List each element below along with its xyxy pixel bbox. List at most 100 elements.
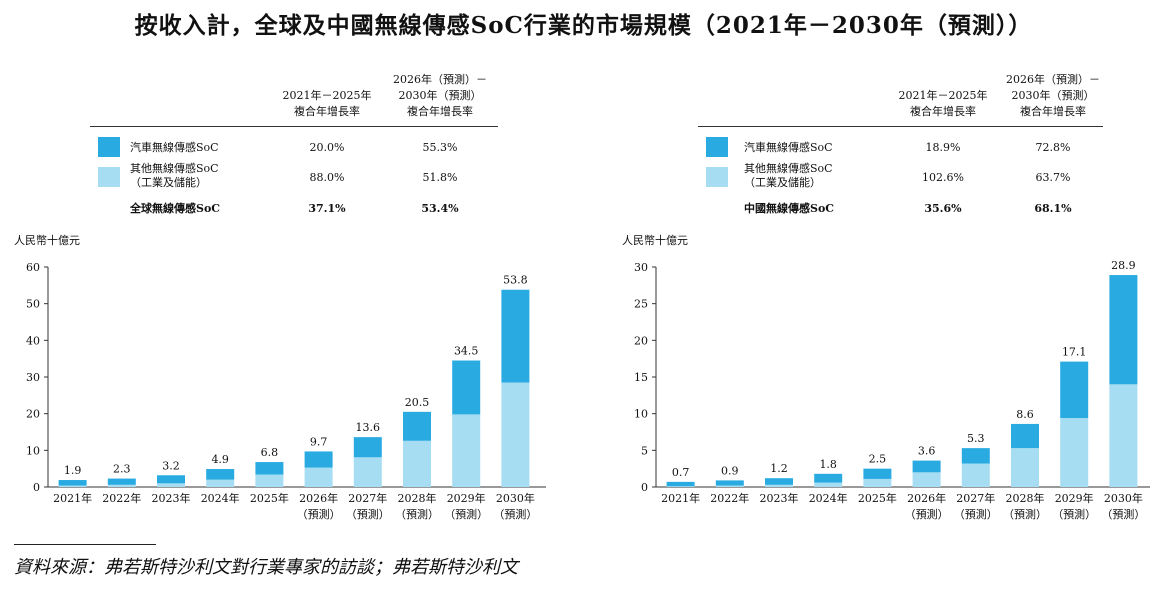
header-line: 2030年（預測）: [398, 89, 482, 102]
x-tick-sublabel: （預測）: [1052, 507, 1096, 521]
x-tick-sublabel: （預測）: [444, 507, 488, 521]
header-line: 2021年－2025年: [898, 89, 988, 102]
cagr-auto-2026: 55.3%: [422, 141, 458, 154]
table-rule: [698, 126, 1103, 127]
row-label-other: 其他無線傳感SoC （工業及儲能）: [744, 162, 833, 190]
y-tick-label: 30: [634, 261, 648, 274]
row-label-auto: 汽車無線傳感SoC: [744, 141, 833, 154]
bar-segment-auto: [107, 478, 136, 485]
bar-segment-auto: [1011, 423, 1039, 449]
total-label: 9.7: [310, 435, 328, 448]
bar-segment-auto: [452, 360, 481, 415]
page-title: 按收入計，全球及中國無線傳感SoC行業的市場規模（2021年－2030年（預測）…: [134, 12, 1033, 39]
total-label: 1.9: [64, 464, 82, 477]
row-label-line: 其他無線傳感SoC: [744, 162, 833, 175]
bar-segment-auto: [715, 480, 744, 486]
cagr-header-2026-2030: 2026年（預測）－ 2030年（預測） 複合年增長率: [998, 72, 1108, 120]
bar-segment-other: [353, 457, 382, 487]
cagr-auto-2021: 20.0%: [309, 141, 345, 154]
header-line: 複合年增長率: [910, 105, 976, 118]
total-label: 8.6: [1016, 408, 1034, 421]
y-tick-label: 40: [26, 334, 40, 347]
header-line: 2030年（預測）: [1011, 89, 1095, 102]
bar-segment-other: [107, 484, 136, 487]
bar-segment-auto: [1060, 361, 1089, 419]
x-tick-label: 2025年: [250, 491, 289, 505]
bar-segment-auto: [863, 468, 892, 479]
row-label-auto: 汽車無線傳感SoC: [130, 141, 219, 154]
total-label: 13.6: [356, 421, 381, 434]
header-line: 2026年（預測）－: [1006, 73, 1100, 86]
x-tick-label: 2025年: [858, 491, 897, 505]
x-tick-label: 2022年: [710, 491, 749, 505]
bar-segment-other: [814, 482, 843, 487]
bar-segment-other: [58, 485, 87, 487]
china-bar-chart: 0 5 10 15 20 25 30 0.7 2021年 0.9 2022年 1.2 2023年 1.8 2…: [634, 259, 1150, 521]
bar-segment-other: [715, 485, 744, 487]
x-tick-label: 2021年: [661, 491, 700, 505]
x-tick-sublabel: （預測）: [954, 507, 998, 521]
total-label: 3.2: [162, 459, 180, 472]
cagr-other-2021: 88.0%: [309, 171, 345, 184]
x-tick-label: 2026年: [299, 491, 338, 505]
total-label: 4.9: [211, 453, 229, 466]
bar-segment-other: [1011, 448, 1039, 487]
y-tick-label: 10: [26, 444, 40, 457]
row-label-total: 中國無線傳感SoC: [744, 202, 835, 215]
x-tick-label: 2030年: [496, 491, 535, 505]
x-tick-label: 2029年: [447, 491, 486, 505]
bar-segment-auto: [765, 478, 793, 485]
bar-segment-auto: [403, 411, 431, 441]
y-tick-label: 0: [641, 481, 648, 494]
header-line: 複合年增長率: [294, 105, 360, 118]
total-label: 0.9: [721, 464, 739, 477]
bar-segment-auto: [353, 437, 382, 458]
x-tick-label: 2021年: [53, 491, 92, 505]
bar-segment-auto: [255, 462, 284, 475]
y-tick-label: 20: [26, 408, 40, 421]
row-label-line: 其他無線傳感SoC: [130, 162, 219, 175]
y-tick-label: 20: [634, 334, 648, 347]
x-tick-label: 2024年: [809, 491, 848, 505]
bar-segment-auto: [961, 448, 990, 464]
x-tick-label: 2027年: [956, 491, 995, 505]
header-line: 2026年（預測）－: [393, 73, 487, 86]
x-tick-sublabel: （預測）: [1101, 507, 1145, 521]
total-label: 28.9: [1111, 259, 1136, 272]
header-line: 複合年增長率: [407, 105, 473, 118]
cagr-other-2026: 63.7%: [1035, 171, 1071, 184]
china-panel: 2021年－2025年 複合年增長率 2026年（預測）－ 2030年（預測） …: [600, 60, 1167, 530]
total-label: 5.3: [967, 432, 985, 445]
cagr-header-2021-2025: 2021年－2025年 複合年增長率: [888, 88, 998, 120]
bar-segment-other: [863, 478, 892, 487]
bar-segment-auto: [304, 451, 333, 468]
unit-label: 人民幣十億元: [622, 234, 688, 247]
y-tick-label: 50: [26, 298, 40, 311]
unit-label: 人民幣十億元: [14, 234, 80, 247]
total-label: 3.6: [918, 445, 936, 458]
bar-segment-other: [1060, 418, 1089, 487]
bar-segment-auto: [1109, 275, 1138, 385]
y-tick-label: 10: [634, 408, 648, 421]
header-line: 複合年增長率: [1020, 105, 1086, 118]
bar-segment-other: [765, 484, 793, 487]
total-label: 0.7: [672, 466, 690, 479]
y-tick-label: 0: [33, 481, 40, 494]
source-note: 資料來源：弗若斯特沙利文對行業專家的訪談；弗若斯特沙利文: [14, 557, 518, 578]
global-panel: 2021年－2025年 複合年增長率 2026年（預測）－ 2030年（預測） …: [0, 60, 580, 530]
bar-segment-other: [666, 486, 695, 487]
y-tick-label: 15: [634, 371, 648, 384]
x-tick-sublabel: （預測）: [493, 507, 537, 521]
bar-segment-auto: [912, 460, 941, 473]
bar-segment-other: [501, 382, 530, 487]
x-tick-sublabel: （預測）: [297, 507, 341, 521]
source-rule: [14, 544, 156, 545]
x-tick-label: 2028年: [398, 491, 437, 505]
cagr-total-2026: 53.4%: [421, 202, 459, 215]
x-tick-label: 2023年: [760, 491, 799, 505]
total-label: 2.3: [113, 463, 131, 476]
x-tick-label: 2030年: [1104, 491, 1143, 505]
bar-segment-auto: [157, 475, 185, 484]
total-label: 6.8: [261, 446, 279, 459]
bar-segment-auto: [206, 469, 235, 480]
